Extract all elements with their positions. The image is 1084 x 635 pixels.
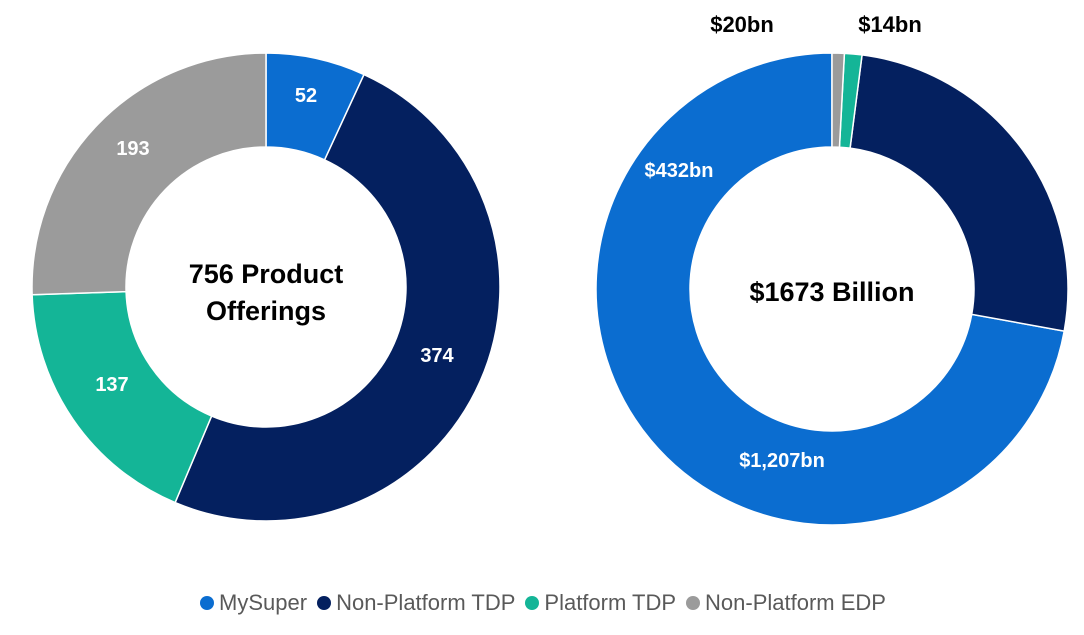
slice-platform-tdp-chart-2 <box>838 52 863 149</box>
legend-label-non-platform-edp: Non-Platform EDP <box>705 590 886 615</box>
legend-label-platform-tdp: Platform TDP <box>544 590 677 615</box>
legend: MySuper Non-Platform TDP Platform TDP No… <box>0 586 1084 620</box>
slice-non-platform-edp-chart-2 <box>831 52 846 148</box>
data-label-platform-tdp-chart-2: $20bn <box>710 12 774 37</box>
slice-non-platform-tdp-chart-2 <box>849 54 1069 332</box>
legend-item-non-platform-edp: Non-Platform EDP <box>686 590 886 616</box>
legend-swatch-mysuper <box>200 596 215 610</box>
data-label-non-platform-edp-chart-2: $14bn <box>858 12 922 37</box>
data-label-mysuper-chart-2: $1,207bn <box>739 450 825 472</box>
data-label-platform-tdp-chart-1: 137 <box>95 374 128 396</box>
data-label-non-platform-tdp-chart-2: $432bn <box>645 160 714 182</box>
center-title-line-2-chart-1: Offerings <box>206 296 326 326</box>
legend-swatch-non-platform-edp <box>686 596 701 610</box>
donut-chart-2: $1,207bn $432bn $20bn $14bn $1673 Billion <box>595 12 1069 526</box>
slice-non-platform-tdp-chart-1 <box>174 73 501 522</box>
legend-item-platform-tdp: Platform TDP <box>525 590 676 616</box>
center-title-line-1-chart-2: $1673 Billion <box>749 277 914 307</box>
slice-mysuper-chart-2 <box>595 52 1066 526</box>
legend-swatch-platform-tdp <box>525 596 540 610</box>
legend-label-non-platform-tdp: Non-Platform TDP <box>336 590 516 615</box>
data-label-non-platform-tdp-chart-1: 374 <box>420 345 454 367</box>
legend-swatch-non-platform-tdp <box>317 596 332 610</box>
data-label-non-platform-edp-chart-1: 193 <box>116 138 149 160</box>
legend-item-mysuper: MySuper <box>200 590 307 616</box>
data-label-mysuper-chart-1: 52 <box>295 85 317 107</box>
legend-label-mysuper: MySuper <box>219 590 308 615</box>
center-title-line-1-chart-1: 756 Product <box>189 259 344 289</box>
slice-platform-tdp-chart-1 <box>31 290 213 504</box>
legend-item-non-platform-tdp: Non-Platform TDP <box>317 590 515 616</box>
slice-non-platform-edp-chart-1 <box>31 52 267 296</box>
donut-chart-1: 52 374 137 193 756 Product Offerings <box>31 52 501 522</box>
